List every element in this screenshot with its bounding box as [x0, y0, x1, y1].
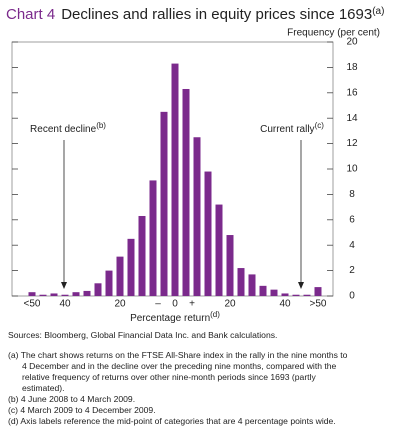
x-axis-label-text: Percentage return — [130, 313, 210, 324]
minus-sign: – — [155, 299, 161, 310]
y-tick-label: 16 — [346, 87, 358, 98]
annotation: Current rally(c) — [260, 121, 324, 135]
bar — [182, 88, 190, 297]
annotation-note: (c) — [315, 121, 325, 130]
annotation-text: Recent decline — [30, 124, 97, 135]
y-tick-label: 8 — [349, 189, 355, 200]
note: (b) 4 June 2008 to 4 March 2009. — [8, 394, 136, 404]
title-text: Declines and rallies in equity prices si… — [61, 6, 372, 23]
notes: (a) The chart shows returns on the FTSE … — [8, 350, 353, 427]
bar — [116, 256, 124, 296]
chart-number: Chart 4 — [6, 6, 55, 23]
y-tick-label: 18 — [346, 62, 358, 73]
annotation-note: (b) — [96, 121, 106, 130]
bar — [237, 268, 245, 296]
bar — [204, 171, 212, 296]
arrow-head — [61, 282, 67, 289]
bar — [248, 274, 256, 296]
bar — [105, 270, 113, 296]
bar — [193, 137, 201, 296]
x-tick-label: 40 — [59, 299, 71, 310]
bar — [149, 180, 157, 296]
chart: Chart 4 Declines and rallies in equity pr… — [6, 6, 384, 324]
bar — [28, 292, 36, 296]
bar — [94, 283, 102, 296]
y-tick-label: 12 — [346, 138, 358, 149]
bar — [50, 293, 58, 296]
x-axis-label: Percentage return(d) — [130, 310, 220, 324]
annotation: Recent decline(b) — [30, 121, 106, 135]
source: Sources: Bloomberg, Global Financial Dat… — [8, 330, 278, 340]
bar — [281, 293, 289, 296]
y-tick-label: 0 — [349, 291, 355, 302]
annotation-text: Current rally — [260, 124, 314, 135]
x-tick-label: 20 — [224, 299, 236, 310]
y-tick-label: 20 — [346, 37, 358, 48]
chart-title: Chart 4 Declines and rallies in equity pr… — [6, 6, 384, 23]
bar — [292, 294, 300, 296]
bar — [160, 111, 168, 296]
bar — [259, 285, 267, 296]
bar — [314, 287, 322, 296]
x-tick-label: 40 — [279, 299, 291, 310]
plus-sign: + — [189, 299, 195, 310]
bar — [72, 292, 80, 296]
x-axis-note: (d) — [210, 310, 220, 319]
bar — [39, 294, 47, 296]
bar — [127, 238, 135, 296]
y-axis-label: Frequency (per cent) — [287, 28, 380, 39]
bar — [215, 204, 223, 296]
y-tick-label: 10 — [346, 164, 358, 175]
bar — [83, 290, 91, 296]
note: (a) The chart shows returns on the FTSE … — [8, 350, 348, 393]
y-tick-label: 14 — [346, 113, 358, 124]
x-tick-label: 0 — [172, 299, 178, 310]
bar — [138, 215, 146, 296]
y-tick-label: 2 — [349, 265, 355, 276]
y-tick-label: 4 — [349, 240, 355, 251]
arrow-head — [298, 282, 304, 289]
note: (d) Axis labels reference the mid-point … — [8, 416, 336, 426]
bar — [226, 235, 234, 296]
bar — [270, 289, 278, 296]
bar — [171, 63, 179, 297]
bar — [61, 294, 69, 296]
title-note: (a) — [372, 6, 384, 17]
bar — [303, 294, 311, 296]
y-tick-label: 6 — [349, 214, 355, 225]
x-tick-label: <50 — [24, 299, 41, 310]
x-tick-label: 20 — [114, 299, 126, 310]
note: (c) 4 March 2009 to 4 December 2009. — [8, 405, 156, 415]
x-tick-label: >50 — [310, 299, 327, 310]
